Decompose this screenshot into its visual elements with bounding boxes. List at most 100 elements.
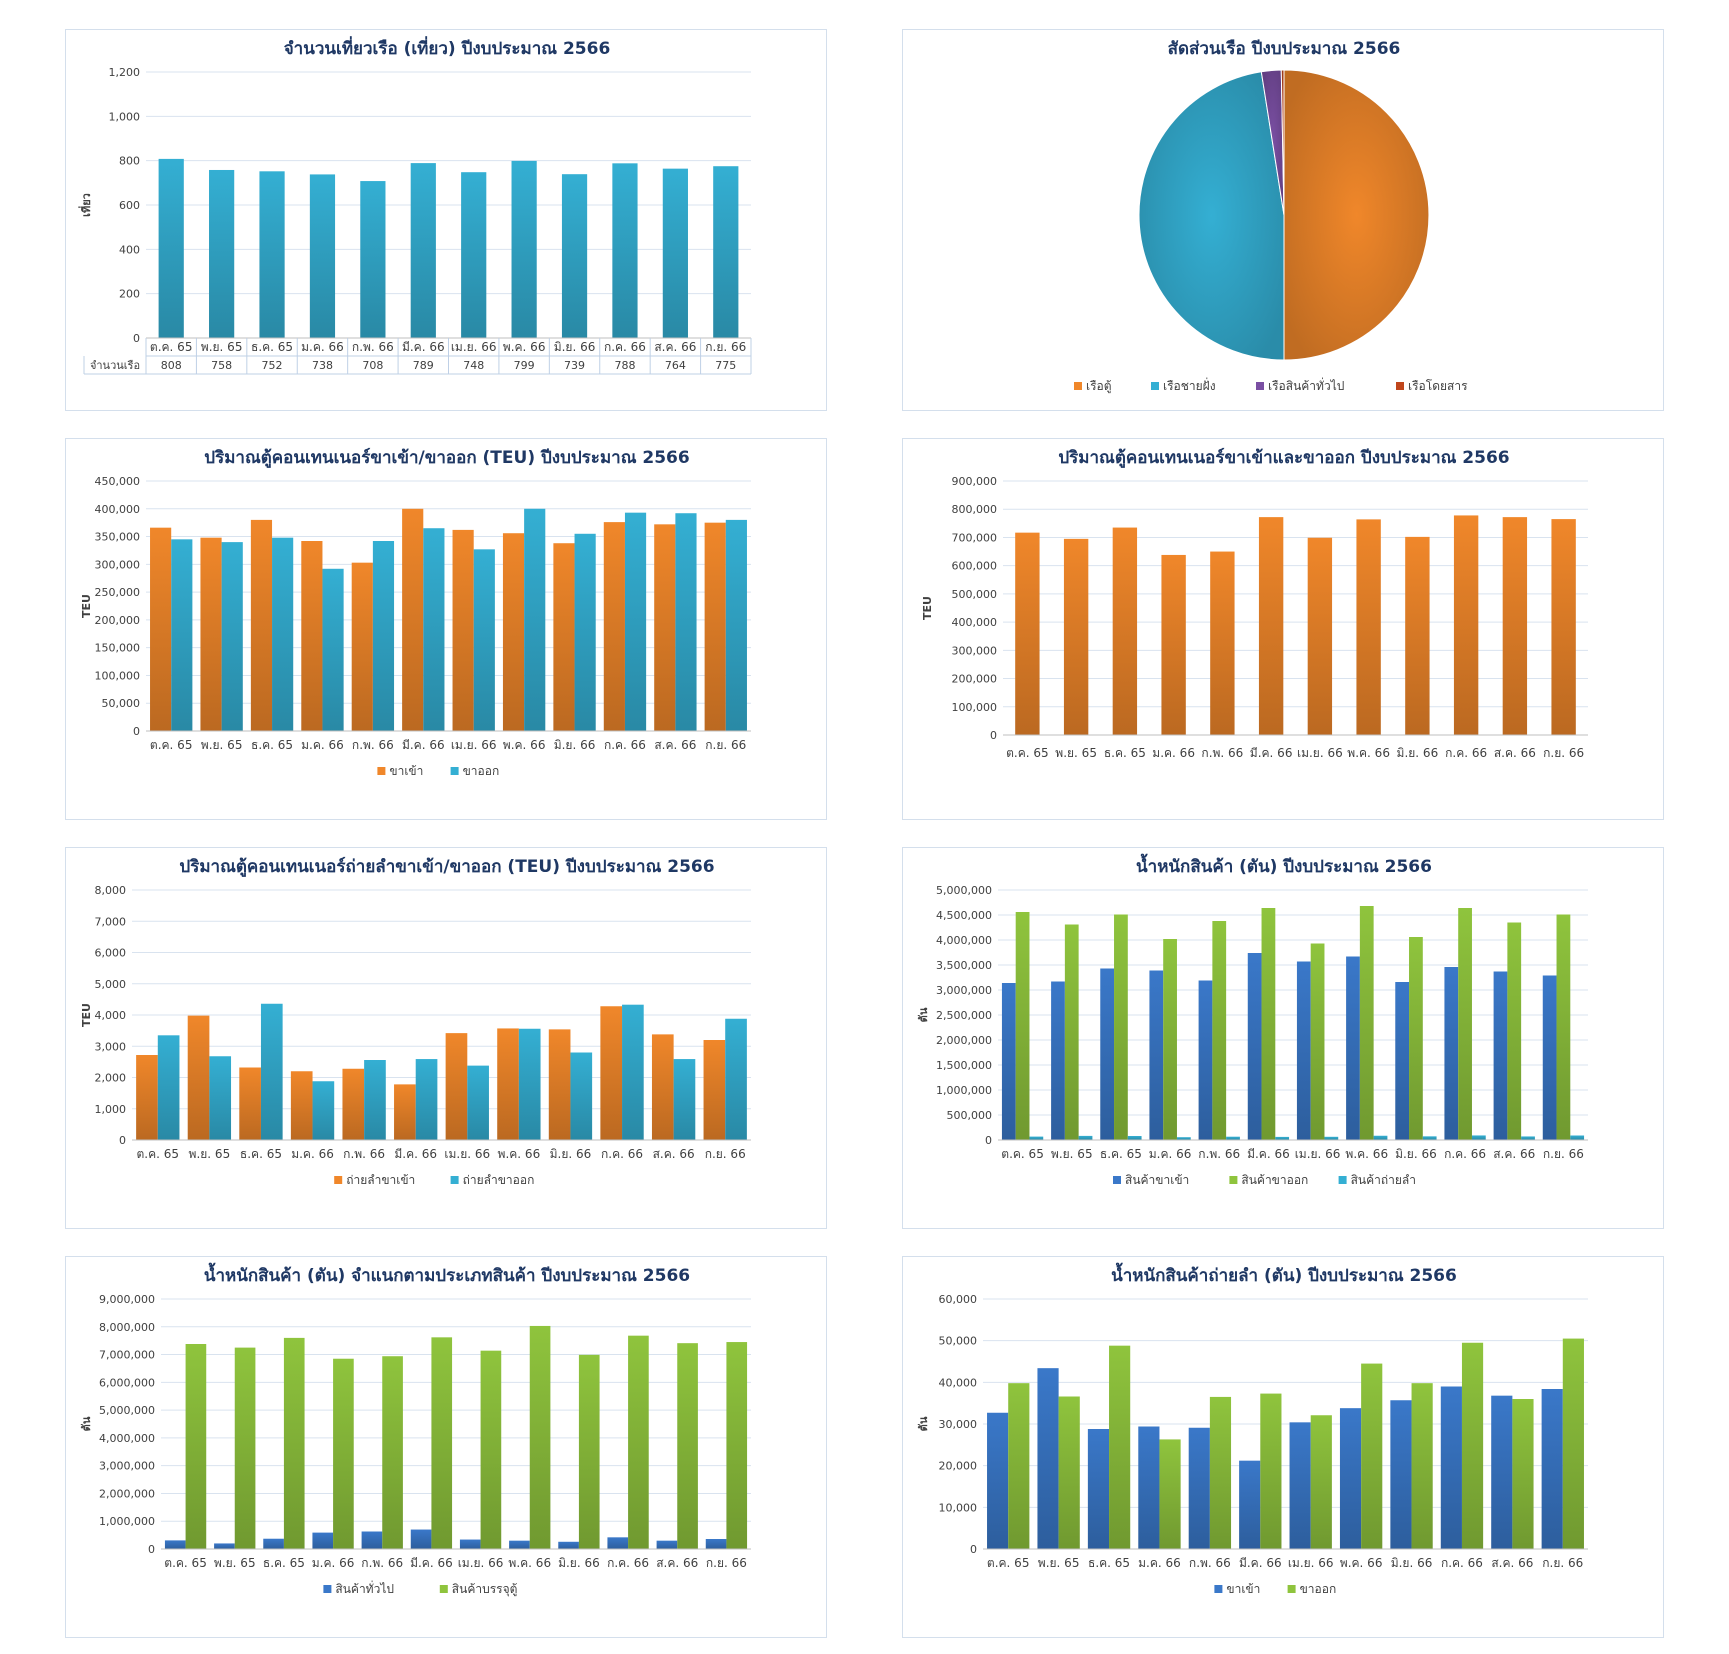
x-tick-label: มี.ค. 66 xyxy=(402,738,445,752)
legend-label: สินค้าขาออก xyxy=(1241,1173,1308,1187)
chart-title: น้ำหนักสินค้าถ่ายลำ (ตัน) ปีงบประมาณ 256… xyxy=(1111,1262,1457,1286)
y-tick-label: 9,000,000 xyxy=(99,1293,155,1306)
x-tick-label: ก.ค. 66 xyxy=(604,340,646,354)
x-tick-label: ก.พ. 66 xyxy=(361,1556,403,1570)
bar xyxy=(1138,1426,1160,1549)
chart-title: สัดส่วนเรือ ปีงบประมาณ 2566 xyxy=(1168,38,1401,59)
bar xyxy=(1015,532,1040,735)
y-tick-label: 4,500,000 xyxy=(936,909,992,922)
bar xyxy=(459,1539,481,1549)
x-tick-label: ต.ค. 65 xyxy=(137,1147,180,1161)
legend-swatch xyxy=(1113,1176,1121,1184)
pie-slice xyxy=(1283,69,1430,361)
bar xyxy=(382,1356,403,1549)
y-tick-label: 20,000 xyxy=(939,1460,978,1473)
bar xyxy=(1502,517,1528,735)
bar xyxy=(272,537,294,731)
data-table-value: 758 xyxy=(211,359,232,372)
x-tick-label: มี.ค. 66 xyxy=(402,340,445,354)
bar xyxy=(511,160,537,338)
bar xyxy=(445,1033,468,1140)
data-table-series-name: จำนวนเรือ xyxy=(90,359,140,372)
data-table-value: 738 xyxy=(312,359,333,372)
y-tick-label: 800 xyxy=(119,155,140,168)
bar xyxy=(607,1537,629,1549)
bar xyxy=(987,1412,1009,1549)
x-tick-label: ต.ค. 65 xyxy=(164,1556,207,1570)
y-tick-label: 600 xyxy=(119,199,140,212)
y-tick-label: 1,000,000 xyxy=(936,1084,992,1097)
bar xyxy=(221,542,243,731)
bar xyxy=(518,1028,541,1140)
bar xyxy=(415,1059,438,1140)
chart-panel-transship-teu: ปริมาณตู้คอนเทนเนอร์ถ่ายลำขาเข้า/ขาออก (… xyxy=(65,847,827,1229)
x-tick-label: ธ.ค. 65 xyxy=(263,1556,305,1570)
bar xyxy=(1159,1439,1181,1549)
x-tick-label: เม.ย. 66 xyxy=(1288,1556,1334,1570)
y-tick-label: 400,000 xyxy=(95,503,141,516)
y-axis-label: ตัน xyxy=(917,1416,930,1431)
bar xyxy=(1346,956,1360,1140)
x-tick-label: มิ.ย. 66 xyxy=(550,1147,592,1161)
x-tick-label: ก.พ. 66 xyxy=(1201,746,1243,760)
x-tick-label: ต.ค. 65 xyxy=(1006,746,1049,760)
bar xyxy=(1176,1137,1191,1140)
x-tick-label: ม.ค. 66 xyxy=(301,340,344,354)
bar xyxy=(1373,1135,1388,1140)
x-tick-label: ต.ค. 65 xyxy=(150,738,193,752)
y-tick-label: 400 xyxy=(119,243,140,256)
bar xyxy=(309,174,336,338)
x-tick-label: มิ.ย. 66 xyxy=(554,340,596,354)
bar xyxy=(497,1028,519,1140)
bar xyxy=(622,1004,644,1140)
bar xyxy=(1087,1429,1110,1549)
x-tick-label: ธ.ค. 65 xyxy=(1104,746,1146,760)
y-axis-label: ตัน xyxy=(80,1416,93,1431)
x-tick-label: มิ.ย. 66 xyxy=(558,1556,600,1570)
y-tick-label: 250,000 xyxy=(95,586,141,599)
y-tick-label: 0 xyxy=(119,1134,126,1147)
bar xyxy=(301,541,323,731)
bar xyxy=(1409,937,1423,1140)
y-tick-label: 800,000 xyxy=(952,503,998,516)
bar xyxy=(473,549,495,731)
y-tick-label: 700,000 xyxy=(952,531,998,544)
x-tick-label: ต.ค. 65 xyxy=(987,1556,1030,1570)
bar xyxy=(290,1071,313,1140)
x-tick-label: ก.ย. 66 xyxy=(706,1556,747,1570)
pie-slice xyxy=(1138,71,1285,361)
data-table-value: 764 xyxy=(665,359,686,372)
bar xyxy=(333,1358,354,1549)
y-tick-label: 5,000 xyxy=(95,978,127,991)
chart-panel-vessel-share: สัดส่วนเรือ ปีงบประมาณ 2566 เรือตู้ เรือชา… xyxy=(902,29,1664,411)
chart-title: ปริมาณตู้คอนเทนเนอร์ขาเข้าและขาออก ปีงบป… xyxy=(1058,447,1509,469)
bar xyxy=(600,1006,623,1140)
bar xyxy=(529,1325,551,1549)
legend-swatch xyxy=(323,1585,332,1593)
bar xyxy=(164,1540,186,1549)
bar xyxy=(1556,914,1571,1140)
legend-label: ขาออก xyxy=(463,764,500,778)
bar xyxy=(480,1350,502,1549)
bar xyxy=(1512,1399,1534,1549)
bar xyxy=(673,1059,696,1140)
x-tick-label: ก.ย. 66 xyxy=(1542,1556,1583,1570)
y-tick-label: 1,000,000 xyxy=(99,1515,155,1528)
bar xyxy=(677,1343,698,1549)
legend-swatch xyxy=(377,767,386,775)
x-tick-label: ก.ค. 66 xyxy=(601,1147,643,1161)
y-tick-label: 6,000 xyxy=(95,947,127,960)
y-tick-label: 0 xyxy=(133,332,140,345)
x-tick-label: ส.ค. 66 xyxy=(656,1556,698,1570)
legend-swatch xyxy=(450,1176,459,1184)
chart-title: ปริมาณตู้คอนเทนเนอร์ขาเข้า/ขาออก (TEU) ป… xyxy=(204,447,689,469)
bar xyxy=(361,1531,383,1549)
x-tick-label: ก.พ. 66 xyxy=(1198,1147,1240,1161)
bar xyxy=(509,1540,530,1549)
y-tick-label: 40,000 xyxy=(939,1376,978,1389)
bar xyxy=(185,1344,207,1549)
x-tick-label: เม.ย. 66 xyxy=(451,738,497,752)
bar xyxy=(1127,1136,1142,1140)
bar xyxy=(726,1342,748,1549)
y-tick-label: 200,000 xyxy=(95,614,141,627)
